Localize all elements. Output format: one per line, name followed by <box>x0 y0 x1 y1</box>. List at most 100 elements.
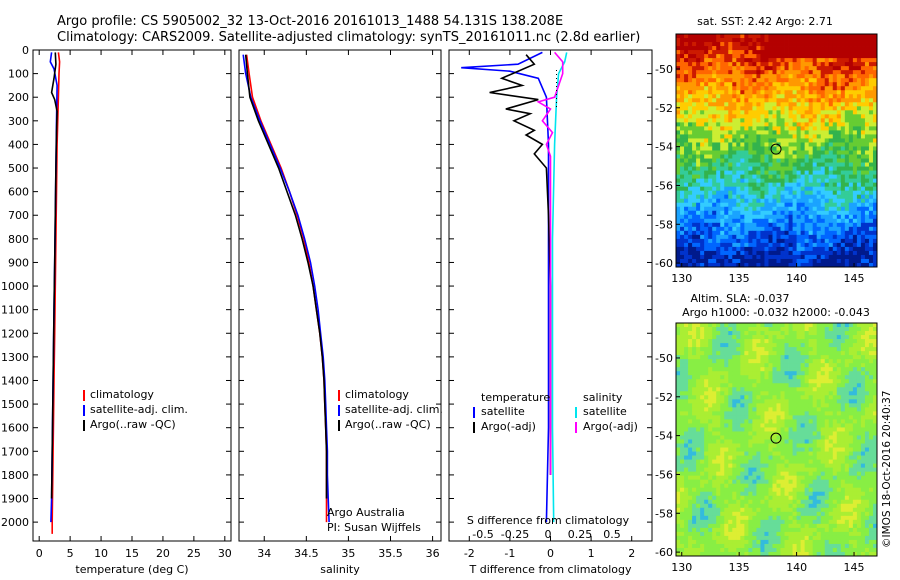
sst_map-cell <box>848 94 854 99</box>
sst_map-cell <box>812 70 818 75</box>
sst_map-cell <box>688 142 693 147</box>
sst_map-cell <box>716 190 721 196</box>
sla_map-cell <box>680 423 685 428</box>
sst_map-cell <box>864 170 870 176</box>
sst_map-cell <box>752 66 757 71</box>
sla_map-cell <box>752 419 757 424</box>
sst_map-cell <box>836 46 842 51</box>
sst_map-cell <box>816 110 822 115</box>
sst_map-field <box>676 34 878 268</box>
sst_map-cell <box>704 206 709 212</box>
sla_map-cell <box>728 391 733 396</box>
sla_map-cell <box>860 459 866 465</box>
sla_map-cell <box>848 419 854 424</box>
sla_map-cell <box>800 363 806 368</box>
sla_map-cell <box>840 403 846 408</box>
sla_map-cell <box>812 355 818 360</box>
sst_map-cell <box>756 162 761 167</box>
sst_map-cell <box>776 202 781 208</box>
sst_map-cell <box>724 54 729 59</box>
sla_map-cell <box>848 355 854 360</box>
sst_map-cell <box>856 58 862 63</box>
sst_map-cell <box>676 98 681 103</box>
sst_map-cell <box>796 42 802 47</box>
sla_map-cell <box>796 439 802 444</box>
sst_map-cell <box>704 242 709 248</box>
sst_map-cell <box>764 50 769 55</box>
sla_map-cell <box>728 423 733 428</box>
sla_map-cell <box>736 467 741 473</box>
sst_map-cell <box>868 246 874 252</box>
sst_map-cell <box>720 254 725 260</box>
sst_map-cell <box>784 38 789 43</box>
sla_map-cell <box>824 411 830 416</box>
sst_map-cell <box>780 54 785 59</box>
sst_map-cell <box>812 58 818 63</box>
sst_map-cell <box>688 162 693 167</box>
sst_map-cell <box>740 142 745 147</box>
sst_map-cell <box>700 214 705 220</box>
sst_map-cell <box>720 62 725 67</box>
sst_map-cell <box>836 82 842 87</box>
sla_map-cell <box>808 331 814 336</box>
sst_map-cell <box>680 106 685 111</box>
sla_map-cell <box>844 423 850 428</box>
sst-map-title: sat. SST: 2.42 Argo: 2.71 <box>697 15 833 28</box>
sst_map-cell <box>844 230 850 236</box>
sla_map-cell <box>716 391 721 396</box>
sla_map-cell <box>856 427 862 432</box>
sla_map-cell <box>740 463 745 469</box>
sst_map-cell <box>716 198 721 204</box>
sst_map-cell <box>736 186 741 192</box>
sst_map-cell <box>820 50 826 55</box>
sla_map-cell <box>688 451 693 456</box>
sst_map-cell <box>760 46 765 51</box>
sst_map-cell <box>812 234 818 240</box>
sst_map-cell <box>740 190 745 196</box>
sla_map-cell <box>852 387 858 392</box>
sst_map-cell <box>736 170 741 176</box>
sst_map-cell <box>740 98 745 103</box>
sst_map-cell <box>760 66 765 71</box>
sla_map-cell <box>828 455 834 460</box>
sla_map-cell <box>704 463 709 469</box>
sla_map-cell <box>752 403 757 408</box>
sla_map-cell <box>712 339 717 344</box>
sla_map-cell <box>840 375 846 380</box>
sst_map-cell <box>712 218 717 224</box>
sla_map-cell <box>752 431 757 436</box>
sst_map-cell <box>812 122 818 127</box>
sst_map-cell <box>752 150 757 155</box>
sla_map-cell <box>820 463 826 469</box>
sst_map-cell <box>868 162 874 167</box>
sst_map-cell <box>716 242 721 248</box>
sla_map-cell <box>812 363 818 368</box>
sla_map-cell <box>740 347 745 352</box>
sla_map-cell <box>808 323 814 328</box>
sla_map-cell <box>872 411 878 416</box>
sla_map-cell <box>680 407 685 412</box>
sla_map-cell <box>840 447 846 452</box>
sst_map-cell <box>716 66 721 71</box>
sla_map-cell <box>696 367 701 372</box>
sla_map-cell <box>816 435 822 440</box>
sst_map-cell <box>840 146 846 151</box>
sla_map-cell <box>796 359 802 364</box>
sst_map-cell <box>692 98 697 103</box>
sst_map-cell <box>684 174 689 180</box>
sla_map-cell <box>780 367 785 372</box>
sst_map-cell <box>724 98 729 103</box>
sst_map-cell <box>744 222 749 228</box>
sst_map-cell <box>768 202 773 208</box>
sst_map-cell <box>752 222 757 228</box>
sst_map-cell <box>848 178 854 184</box>
sla_map-cell <box>700 387 705 392</box>
sla_map-cell <box>800 335 806 340</box>
sst_map-cell <box>732 86 737 91</box>
sst_map-cell <box>728 174 733 180</box>
sla_map-cell <box>836 387 842 392</box>
sst_map-cell <box>824 142 830 147</box>
sst_map-cell <box>772 166 777 171</box>
sst_map-cell <box>760 74 765 79</box>
sst_map-cell <box>720 202 725 208</box>
